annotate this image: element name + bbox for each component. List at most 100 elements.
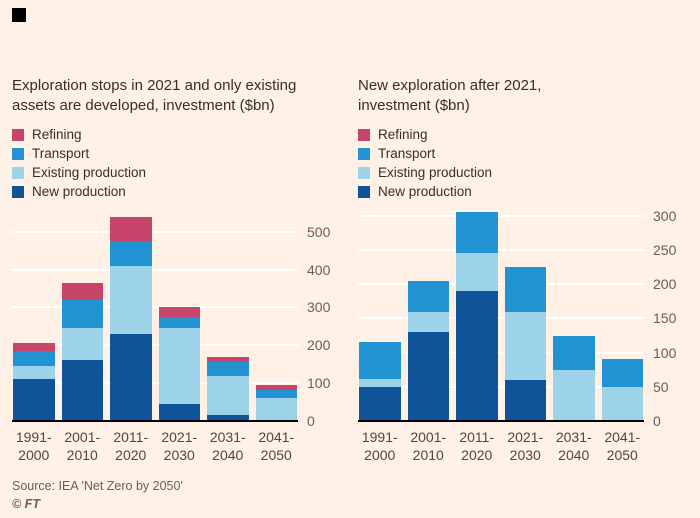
legend-swatch-existing-production	[12, 166, 24, 179]
segment-existing-production	[456, 253, 498, 292]
chart-title: New exploration after 2021, investment (…	[358, 77, 542, 114]
x-axis-line	[358, 420, 644, 422]
segment-new-production	[456, 291, 498, 421]
bar-2021-2030	[504, 209, 546, 421]
legend-label: Refining	[32, 127, 82, 142]
y-tick-label: 100	[307, 375, 331, 392]
gridline	[12, 230, 298, 233]
legend-item: Existing production	[12, 165, 334, 180]
x-tick-label: 2031- 2040	[555, 429, 592, 464]
legend-swatch-transport	[12, 147, 24, 160]
y-axis: 0 50 100 150 200 250 300	[644, 207, 680, 428]
plot-area	[358, 209, 644, 422]
legend-item: Transport	[358, 146, 680, 161]
legend-item: New production	[358, 184, 680, 199]
legend-swatch-refining	[12, 128, 24, 141]
y-tick-label: 0	[653, 413, 661, 429]
panel-no-new-exploration: Exploration stops in 2021 and only exist…	[12, 76, 334, 464]
legend-swatch-existing-production	[358, 166, 370, 179]
gridline	[358, 385, 644, 388]
x-axis-labels: 1991- 2000 2001- 2010 2011- 2020 2021- 2030…	[12, 428, 298, 464]
legend-label: Transport	[32, 146, 90, 161]
bar-2001-2010	[61, 209, 103, 421]
segment-refining	[255, 385, 297, 390]
segment-existing-production	[504, 311, 546, 380]
segment-existing-production	[110, 265, 152, 334]
segment-existing-production	[158, 328, 200, 404]
y-tick-label: 300	[307, 299, 331, 316]
gridline	[358, 351, 644, 354]
legend-label: Refining	[378, 127, 428, 142]
y-tick-label: 400	[307, 261, 331, 278]
chart-title: Exploration stops in 2021 and only exist…	[12, 77, 297, 114]
y-tick-label: 300	[653, 207, 677, 224]
segment-transport	[456, 212, 498, 254]
charts-row: Exploration stops in 2021 and only exist…	[12, 76, 688, 464]
panel-new-exploration: New exploration after 2021, investment (…	[358, 76, 680, 464]
plot-area	[12, 209, 298, 422]
legend-swatch-new-production	[358, 185, 370, 198]
legend-item: Transport	[12, 146, 334, 161]
segment-transport	[359, 342, 401, 379]
y-tick-label: 50	[653, 378, 669, 395]
x-tick-label: 2011- 2020	[459, 429, 495, 464]
gridline	[12, 306, 298, 309]
footer: Source: IEA 'Net Zero by 2050' © FT	[12, 479, 688, 511]
segment-transport	[110, 241, 152, 266]
segment-refining	[207, 356, 249, 363]
bar-2021-2030	[158, 209, 200, 421]
gridline	[12, 344, 298, 347]
segment-existing-production	[13, 366, 55, 380]
legend: Refining Transport Existing production New …	[12, 127, 334, 199]
segment-transport	[553, 335, 595, 370]
legend-item: Existing production	[358, 165, 680, 180]
gridline	[358, 214, 644, 217]
x-tick-label: 2021- 2030	[161, 429, 198, 464]
y-tick-label: 500	[307, 223, 331, 240]
legend-item: Refining	[12, 127, 334, 142]
gridline	[358, 249, 644, 252]
segment-new-production	[110, 333, 152, 421]
x-tick-label: 2021- 2030	[507, 429, 544, 464]
bar-1991-2000	[13, 209, 55, 421]
legend-swatch-transport	[358, 147, 370, 160]
bar-2041-2050	[601, 209, 643, 421]
segment-new-production	[407, 332, 449, 421]
segment-transport	[255, 389, 297, 399]
bar-2011-2020	[456, 209, 498, 421]
segment-existing-production	[359, 378, 401, 387]
segment-refining	[61, 282, 103, 300]
y-tick-label: 200	[307, 337, 331, 354]
x-tick-label: 1991- 2000	[15, 429, 52, 464]
y-tick-label: 250	[653, 242, 677, 259]
bar-2031-2040	[553, 209, 595, 421]
segment-existing-production	[553, 369, 595, 421]
ft-copyright: © FT	[12, 497, 40, 512]
y-tick-label: 100	[653, 344, 677, 361]
segment-transport	[61, 299, 103, 329]
legend-label: Existing production	[378, 165, 493, 180]
segment-transport	[13, 350, 55, 367]
x-tick-label: 2011- 2020	[113, 429, 149, 464]
segment-new-production	[504, 379, 546, 421]
legend-item: Refining	[358, 127, 680, 142]
segment-transport	[207, 362, 249, 376]
segment-refining	[110, 216, 152, 242]
y-tick-label: 200	[653, 276, 677, 293]
segment-new-production	[207, 415, 249, 421]
ft-top-mark	[12, 8, 26, 22]
segment-transport	[158, 316, 200, 329]
y-axis: 0 100 200 300 400 500	[298, 209, 334, 428]
x-axis-line	[12, 420, 298, 422]
x-tick-label: 2031- 2040	[209, 429, 246, 464]
bars	[12, 209, 298, 421]
x-axis-labels: 1991- 2000 2001- 2010 2011- 2020 2021- 2030…	[358, 428, 644, 464]
x-tick-label: 2001- 2010	[410, 429, 447, 464]
segment-new-production	[61, 360, 103, 421]
segment-new-production	[158, 403, 200, 421]
chart-area: 0 50 100 150 200 250 300	[358, 207, 680, 428]
legend-swatch-refining	[358, 128, 370, 141]
bar-2031-2040	[207, 209, 249, 421]
chart-area: 0 100 200 300 400 500	[12, 209, 334, 428]
